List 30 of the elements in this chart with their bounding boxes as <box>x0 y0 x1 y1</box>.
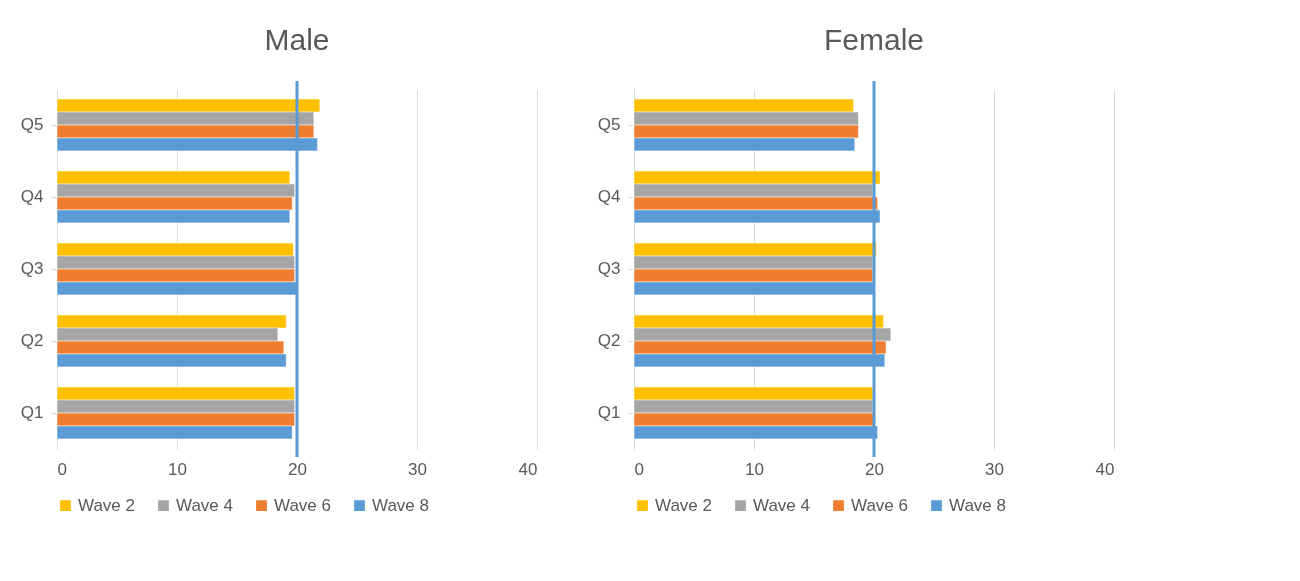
y-tick-label: Q2 <box>597 331 621 350</box>
x-tick-label: 0 <box>57 459 67 479</box>
y-tick-label: Q2 <box>20 331 44 350</box>
legend-label: Wave 2 <box>655 495 713 515</box>
chart-title: Male <box>264 22 330 56</box>
x-tick-label: 40 <box>518 459 538 479</box>
y-tick-label: Q4 <box>20 187 44 206</box>
legend-label: Wave 2 <box>78 495 136 515</box>
x-tick-label: 0 <box>634 459 644 479</box>
x-tick-label: 40 <box>1095 459 1115 479</box>
y-tick-label: Q1 <box>20 403 44 422</box>
x-tick-label: 10 <box>168 459 187 479</box>
legend-label: Wave 4 <box>176 495 234 515</box>
x-tick-label: 30 <box>408 459 427 479</box>
legend-label: Wave 4 <box>753 495 811 515</box>
chart-title: Female <box>823 22 925 56</box>
y-tick-label: Q3 <box>20 259 44 278</box>
y-tick-label: Q4 <box>597 187 621 206</box>
legend-label: Wave 8 <box>372 495 430 515</box>
y-tick-label: Q1 <box>597 403 621 422</box>
x-tick-label: 20 <box>865 459 884 479</box>
y-tick-label: Q3 <box>597 259 621 278</box>
legend-label: Wave 8 <box>949 495 1007 515</box>
legend-label: Wave 6 <box>851 495 909 515</box>
y-tick-label: Q5 <box>597 115 621 134</box>
legend-label: Wave 6 <box>274 495 332 515</box>
x-tick-label: 30 <box>985 459 1004 479</box>
x-tick-label: 10 <box>745 459 764 479</box>
y-tick-label: Q5 <box>20 115 44 134</box>
x-tick-label: 20 <box>288 459 307 479</box>
